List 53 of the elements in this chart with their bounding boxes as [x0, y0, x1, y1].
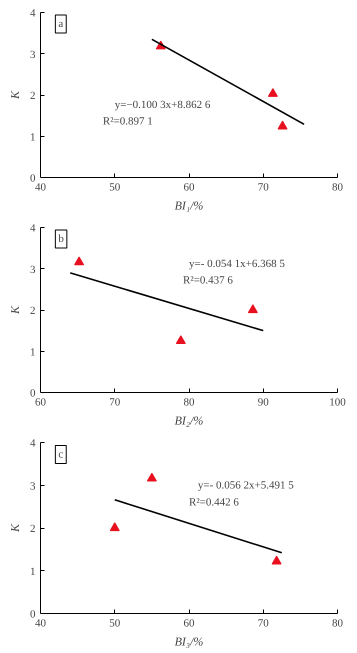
point	[74, 256, 84, 266]
x-tick-label: 50	[109, 618, 121, 630]
y-tick-label: 2	[30, 523, 36, 535]
x-tick-label: 60	[35, 396, 46, 408]
y-tick-label: 0	[30, 388, 36, 400]
x-axis-title: BI₁/%	[174, 198, 204, 212]
annotation: R²=0.442 6	[189, 496, 240, 508]
x-tick-label: 70	[258, 618, 270, 630]
y-tick-label: 3	[30, 48, 36, 61]
x-tick-label: 50	[109, 182, 121, 194]
x-tick-label: 70	[109, 396, 121, 408]
y-tick-label: 4	[30, 8, 36, 20]
y-tick-label: 0	[30, 608, 36, 620]
x-axis-title: BI₃/%	[174, 634, 204, 648]
x-tick-label: 80	[332, 618, 344, 630]
y-axis-title: K	[8, 305, 22, 315]
x-tick-label: 80	[184, 396, 195, 408]
annotation: a	[58, 18, 64, 30]
y-tick-label: 1	[30, 131, 36, 144]
point	[176, 335, 186, 344]
point	[248, 304, 258, 314]
x-tick-label: 80	[332, 182, 344, 194]
point	[272, 556, 282, 564]
x-axis-title: BI₂/%	[174, 414, 204, 428]
y-tick-label: 2	[30, 90, 36, 102]
point	[278, 120, 288, 130]
y-tick-label: 3	[30, 480, 36, 492]
y-tick-label: 1	[30, 346, 36, 358]
x-tick-label: 90	[258, 396, 270, 408]
annotation: y=- 0.054 1x+6.368 5	[189, 258, 286, 270]
x-tick-label: 100	[329, 396, 346, 408]
y-tick-label: 3	[30, 264, 36, 276]
y-tick-label: 4	[30, 438, 36, 450]
annotation: b	[58, 233, 64, 246]
x-tick-label: 40	[35, 618, 46, 630]
y-axis-title: K	[8, 523, 22, 533]
y-axis-title: K	[8, 90, 22, 100]
point	[268, 88, 278, 97]
y-tick-label: 0	[30, 172, 36, 184]
y-tick-label: 1	[30, 566, 36, 578]
annotation: R²=0.897 1	[102, 115, 153, 128]
annotation: y=- 0.056 2x+5.491 5	[198, 479, 294, 492]
x-tick-label: 60	[184, 618, 195, 630]
annotation: c	[58, 448, 64, 460]
y-tick-label: 4	[30, 222, 36, 234]
point	[146, 472, 157, 482]
x-tick-label: 40	[35, 182, 46, 194]
annotation: y=−0.100 3x+8.862 6	[114, 98, 211, 111]
x-tick-label: 60	[184, 182, 195, 194]
annotation: R²=0.437 6	[183, 274, 234, 286]
point	[110, 522, 120, 532]
y-tick-label: 2	[30, 305, 36, 317]
x-tick-label: 70	[258, 182, 270, 194]
